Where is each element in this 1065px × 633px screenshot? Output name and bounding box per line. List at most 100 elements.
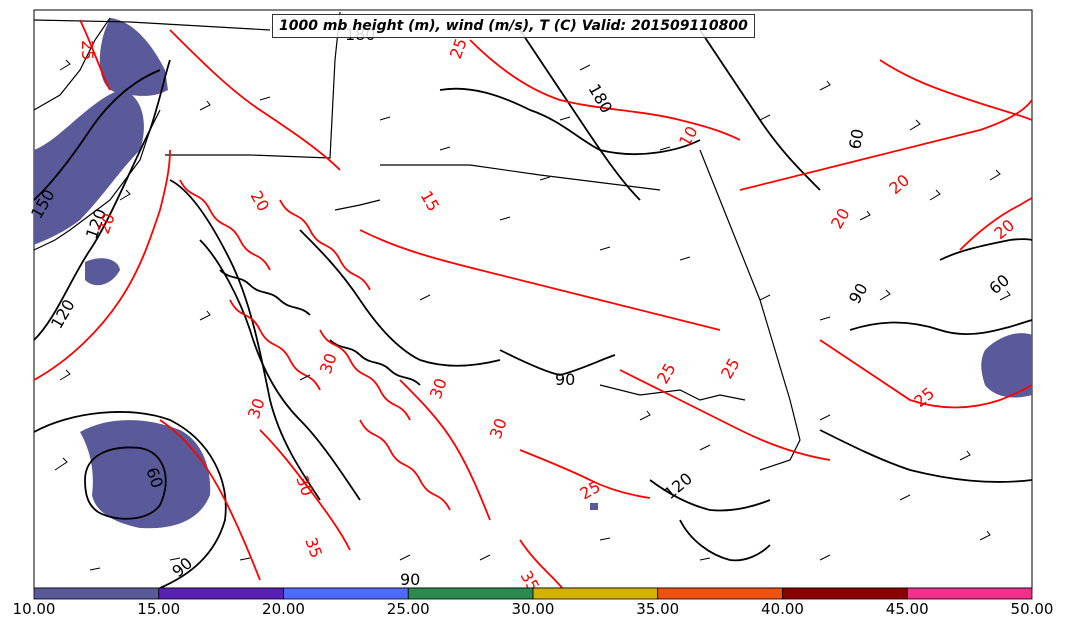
colorbar-tick-label: 40.00: [761, 600, 804, 618]
colorbar-tick-label: 30.00: [511, 600, 555, 618]
temp-contour-10-north: [469, 39, 741, 141]
height-contour-mountain-wiggle: [219, 269, 311, 316]
height-contour-mountain-wiggle-2: [329, 339, 421, 386]
wind-barb: [979, 530, 991, 541]
temp-contour-30-sw: [159, 419, 261, 581]
wind-barb: [989, 169, 1001, 181]
colorbar-segment: [782, 587, 908, 600]
coastline-west: [33, 17, 161, 251]
colorbar-tick-label: 45.00: [885, 600, 929, 618]
wind-barb: [479, 554, 491, 561]
height-contour-60-low: [84, 446, 167, 520]
height-contour-90-southwest: [33, 411, 227, 589]
wind-barb: [679, 256, 691, 261]
colorbar-tick-label: 50.00: [1010, 600, 1054, 618]
temp-contour-15-nw: [169, 29, 341, 171]
wind-barb: [819, 414, 831, 421]
wind-barb: [399, 554, 411, 561]
wind-barbs: [54, 59, 1011, 571]
boundary-lines: [33, 11, 801, 471]
wind-barb: [419, 294, 431, 301]
height-contour-150-west: [33, 69, 161, 201]
border-mid: [334, 199, 381, 211]
height-contours: [33, 29, 1033, 589]
height-contour-rocky-2: [199, 239, 361, 501]
wind-barb: [879, 289, 891, 301]
temp-contour-25-west: [79, 19, 111, 91]
height-contour-east-1: [699, 29, 821, 191]
height-contour-rocky-1: [169, 179, 321, 501]
wind-barb: [819, 316, 831, 321]
border-canada: [33, 19, 271, 31]
colorbar-segment: [158, 587, 284, 600]
wind-barb: [819, 554, 831, 561]
wind-barb: [929, 189, 941, 201]
wind-barb: [379, 116, 391, 121]
height-label: 90: [555, 370, 575, 389]
wind-barb: [259, 96, 271, 101]
wind-barb: [599, 537, 611, 541]
wind-barb: [559, 116, 571, 121]
wind-barb: [819, 80, 831, 91]
wind-barb: [59, 59, 71, 71]
colorbar: [33, 587, 1033, 600]
wind-barb: [899, 494, 911, 501]
border-north-2: [380, 164, 661, 191]
height-label: 60: [845, 127, 867, 150]
height-contour-gulf-90: [499, 349, 616, 376]
wind-barb: [659, 146, 671, 151]
wind-region-northwest: [99, 18, 168, 96]
height-contour-120-south: [649, 479, 771, 512]
temp-contour-30-mountain: [259, 429, 351, 551]
colorbar-tick-label: 20.00: [262, 600, 305, 618]
height-contour-plains-1: [299, 229, 501, 367]
wind-barb: [639, 410, 651, 421]
temp-contour-30-central: [399, 379, 491, 521]
wind-barb: [239, 557, 251, 561]
height-contour-east-2: [849, 319, 1033, 336]
colorbar-tick-label: 10.00: [12, 600, 56, 618]
wind-barb: [759, 114, 771, 121]
wind-barb: [199, 100, 211, 111]
wind-barb: [599, 246, 611, 251]
temp-contour-rocky-wiggle-1: [179, 179, 271, 271]
temp-contour-rocky-wiggle-5: [229, 299, 321, 391]
wind-region-southwest: [80, 420, 211, 529]
wind-barb: [859, 210, 871, 221]
temp-contour-rocky-wiggle-2: [279, 199, 371, 291]
temp-label: 25: [78, 40, 97, 60]
colorbar-segment: [532, 587, 659, 600]
wind-barb: [169, 557, 181, 561]
colorbar-segment: [283, 587, 409, 600]
wind-barb: [89, 567, 101, 571]
temp-contour-25-se: [819, 339, 1033, 409]
wind-barb: [499, 216, 511, 221]
temp-contour-35-south: [519, 539, 563, 589]
temp-contour-20-se: [959, 197, 1033, 251]
temp-contour-25-south: [619, 369, 831, 461]
colorbar-tick-label: 25.00: [386, 600, 430, 618]
wind-shading-regions: [34, 18, 1032, 529]
temp-contour-rocky-wiggle-4: [359, 419, 451, 511]
wind-region-west-coast: [34, 90, 144, 245]
wind-barb: [199, 310, 211, 321]
temp-contour-rocky-wiggle-3: [319, 329, 411, 421]
wind-barb: [539, 176, 551, 181]
height-contour-south-small: [679, 519, 771, 562]
wind-barb: [439, 146, 451, 151]
temp-contour-20-west: [33, 149, 171, 381]
wind-region-coast-small: [85, 258, 120, 286]
height-contour-se: [819, 429, 1033, 483]
temperature-contours: [33, 19, 1033, 589]
colorbar-segment: [657, 587, 783, 600]
colorbar-tick-label: 35.00: [636, 600, 680, 618]
wind-barb: [999, 290, 1011, 301]
height-contour-east-60: [939, 238, 1033, 261]
colorbar-tick-label: 15.00: [137, 600, 181, 618]
wind-barb: [119, 189, 131, 201]
wind-barb: [59, 369, 71, 381]
wind-barb: [579, 64, 591, 71]
wind-region-east: [981, 333, 1032, 398]
height-contour-120-west: [33, 59, 171, 341]
